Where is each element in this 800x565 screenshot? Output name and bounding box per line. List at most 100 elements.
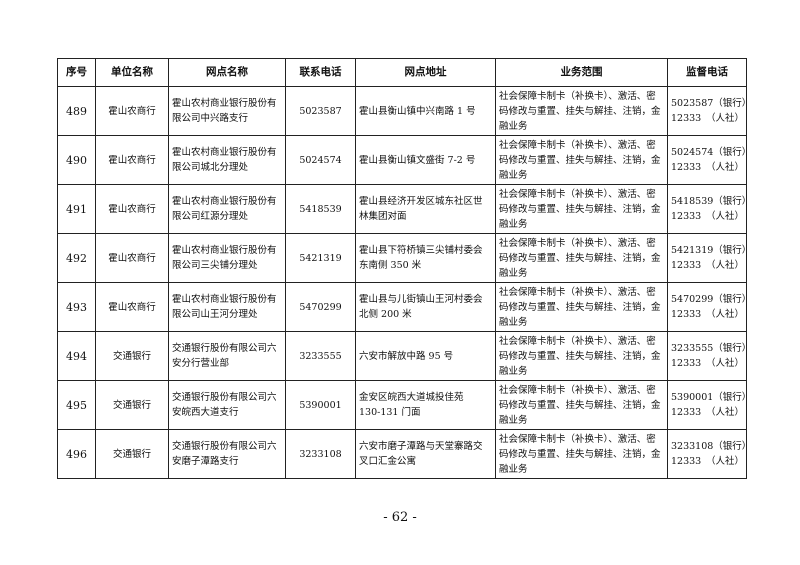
supervision-cell: 5421319（银行） 12333 （人社）	[667, 233, 752, 283]
address-line: 霍山县衡山镇中兴南路 1 号	[359, 105, 476, 117]
no-cell: 491	[57, 184, 96, 234]
header-cell: 单位名称	[95, 58, 169, 87]
name-line: 交通银行股份有限公司六	[172, 343, 277, 354]
supervision-line: 5421319（银行）	[671, 245, 752, 256]
name-line: 限公司城北分理处	[172, 162, 249, 173]
name-line: 霍山农村商业银行股份有	[172, 294, 277, 305]
address-line: 霍山县与儿街镇山王河村委会	[359, 294, 483, 305]
name-line: 霍山农村商业银行股份有	[172, 147, 277, 158]
supervision-line: 12333 （人社）	[671, 162, 744, 173]
name-line: 霍山农村商业银行股份有	[172, 98, 277, 109]
scope-line: 码修改与重置、挂失与解挂、注销，金	[499, 105, 661, 117]
name-line: 交通银行股份有限公司六	[172, 392, 277, 403]
phone-cell: 5023587	[285, 86, 356, 136]
no-cell: 493	[57, 282, 96, 332]
name-line: 交通银行股份有限公司六	[172, 441, 277, 452]
scope-cell: 社会保障卡制卡（补换卡）、激活、密 码修改与重置、挂失与解挂、注销，金 融业务	[495, 429, 668, 479]
phone-cell: 3233555	[285, 331, 356, 381]
scope-cell: 社会保障卡制卡（补换卡）、激活、密 码修改与重置、挂失与解挂、注销，金 融业务	[495, 380, 668, 430]
supervision-cell: 3233555（银行） 12333 （人社）	[667, 331, 752, 381]
name-cell: 交通银行股份有限公司六 安磨子潭路支行	[168, 429, 286, 479]
address-cell: 六安市磨子潭路与天堂寨路交 叉口汇金公寓	[355, 429, 496, 479]
address-line: 霍山县衡山镇文盛街 7-2 号	[359, 154, 476, 166]
table-row: 489 霍山农商行 霍山农村商业银行股份有 限公司中兴路支行 5023587 霍山县衡山镇…	[57, 86, 751, 136]
supervision-line: 12333 （人社）	[671, 358, 744, 369]
address-cell: 霍山县衡山镇中兴南路 1 号	[355, 86, 496, 136]
scope-line: 码修改与重置、挂失与解挂、注销，金	[499, 154, 661, 166]
address-cell: 霍山县经济开发区城东社区世 林集团对面	[355, 184, 496, 234]
supervision-line: 3233555（银行）	[671, 343, 752, 354]
table-row: 490 霍山农商行 霍山农村商业银行股份有 限公司城北分理处 5024574 霍山县衡山镇…	[57, 135, 751, 185]
header-cell: 网点名称	[168, 58, 286, 87]
supervision-cell: 5418539（银行） 12333 （人社）	[667, 184, 752, 234]
name-line: 限公司红源分理处	[172, 211, 249, 222]
address-cell: 霍山县下符桥镇三尖铺村委会 东南侧 350 米	[355, 233, 496, 283]
scope-line: 社会保障卡制卡（补换卡）、激活、密	[499, 188, 656, 200]
header-cell: 监督电话	[667, 58, 747, 87]
no-cell: 495	[57, 380, 96, 430]
table-row: 494 交通银行 交通银行股份有限公司六 安分行营业部 3233555 六安市解放中路 9…	[57, 331, 752, 381]
supervision-cell: 5023587（银行） 12333 （人社）	[667, 86, 751, 136]
unit-cell: 霍山农商行	[95, 282, 169, 332]
address-line: 金安区皖西大道城投佳苑	[359, 392, 464, 403]
supervision-line: 12333 （人社）	[671, 260, 744, 271]
header-cell: 联系电话	[285, 58, 356, 87]
address-line: 林集团对面	[359, 211, 407, 222]
phone-cell: 5390001	[285, 380, 356, 430]
phone-cell: 5418539	[285, 184, 356, 234]
phone-cell: 5421319	[285, 233, 356, 283]
table-row: 492 霍山农商行 霍山农村商业银行股份有 限公司三尖铺分理处 5421319 霍山县下符…	[57, 233, 752, 283]
address-cell: 霍山县衡山镇文盛街 7-2 号	[355, 135, 496, 185]
scope-cell: 社会保障卡制卡（补换卡）、激活、密 码修改与重置、挂失与解挂、注销，金 融业务	[495, 282, 668, 332]
phone-cell: 3233108	[285, 429, 356, 479]
supervision-line: 5390001（银行）	[671, 392, 752, 403]
supervision-line: 3233108（银行）	[671, 441, 752, 452]
header-row: 序号 单位名称 网点名称 联系电话 网点地址 业务范围 监督电话	[57, 58, 747, 87]
scope-line: 码修改与重置、挂失与解挂、注销，金	[499, 203, 661, 215]
address-cell: 霍山县与儿街镇山王河村委会 北侧 200 米	[355, 282, 496, 332]
name-cell: 霍山农村商业银行股份有 限公司三尖铺分理处	[168, 233, 286, 283]
scope-line: 融业务	[499, 463, 528, 475]
scope-line: 社会保障卡制卡（补换卡）、激活、密	[499, 335, 656, 347]
name-line: 安磨子潭路支行	[172, 456, 239, 467]
supervision-line: 12333 （人社）	[671, 113, 744, 124]
scope-line: 融业务	[499, 267, 528, 279]
page-number: - 62 -	[383, 510, 417, 525]
supervision-line: 12333 （人社）	[671, 309, 744, 320]
scope-line: 社会保障卡制卡（补换卡）、激活、密	[499, 90, 656, 102]
supervision-line: 5470299（银行）	[671, 294, 752, 305]
supervision-cell: 5024574（银行） 12333 （人社）	[667, 135, 751, 185]
address-line: 六安市磨子潭路与天堂寨路交	[359, 441, 483, 452]
name-cell: 霍山农村商业银行股份有 限公司中兴路支行	[168, 86, 286, 136]
supervision-line: 12333 （人社）	[671, 456, 744, 467]
name-cell: 霍山农村商业银行股份有 限公司红源分理处	[168, 184, 286, 234]
name-cell: 霍山农村商业银行股份有 限公司山王河分理处	[168, 282, 286, 332]
table-row: 496 交通银行 交通银行股份有限公司六 安磨子潭路支行 3233108 六安市磨子潭路与…	[57, 429, 752, 479]
no-cell: 489	[57, 86, 96, 136]
unit-cell: 交通银行	[95, 429, 169, 479]
unit-cell: 交通银行	[95, 331, 169, 381]
scope-cell: 社会保障卡制卡（补换卡）、激活、密 码修改与重置、挂失与解挂、注销，金 融业务	[495, 135, 668, 185]
scope-line: 社会保障卡制卡（补换卡）、激活、密	[499, 286, 656, 298]
name-line: 霍山农村商业银行股份有	[172, 245, 277, 256]
unit-cell: 霍山农商行	[95, 184, 169, 234]
table-row: 491 霍山农商行 霍山农村商业银行股份有 限公司红源分理处 5418539 霍山县经济开…	[57, 184, 752, 234]
table-row: 495 交通银行 交通银行股份有限公司六 安皖西大道支行 5390001 金安区皖西大道城…	[57, 380, 752, 430]
name-cell: 交通银行股份有限公司六 安分行营业部	[168, 331, 286, 381]
header-cell: 序号	[57, 58, 96, 87]
table-row: 493 霍山农商行 霍山农村商业银行股份有 限公司山王河分理处 5470299 霍山县与儿…	[57, 282, 752, 332]
no-cell: 496	[57, 429, 96, 479]
supervision-line: 5418539（银行）	[671, 196, 752, 207]
scope-line: 融业务	[499, 169, 528, 181]
no-cell: 490	[57, 135, 96, 185]
scope-line: 社会保障卡制卡（补换卡）、激活、密	[499, 433, 656, 445]
phone-cell: 5470299	[285, 282, 356, 332]
name-cell: 霍山农村商业银行股份有 限公司城北分理处	[168, 135, 286, 185]
unit-cell: 霍山农商行	[95, 86, 169, 136]
scope-cell: 社会保障卡制卡（补换卡）、激活、密 码修改与重置、挂失与解挂、注销，金 融业务	[495, 86, 668, 136]
unit-cell: 霍山农商行	[95, 233, 169, 283]
supervision-line: 12333 （人社）	[671, 407, 744, 418]
name-line: 限公司三尖铺分理处	[172, 260, 258, 271]
scope-line: 码修改与重置、挂失与解挂、注销，金	[499, 448, 661, 460]
scope-line: 融业务	[499, 316, 528, 328]
